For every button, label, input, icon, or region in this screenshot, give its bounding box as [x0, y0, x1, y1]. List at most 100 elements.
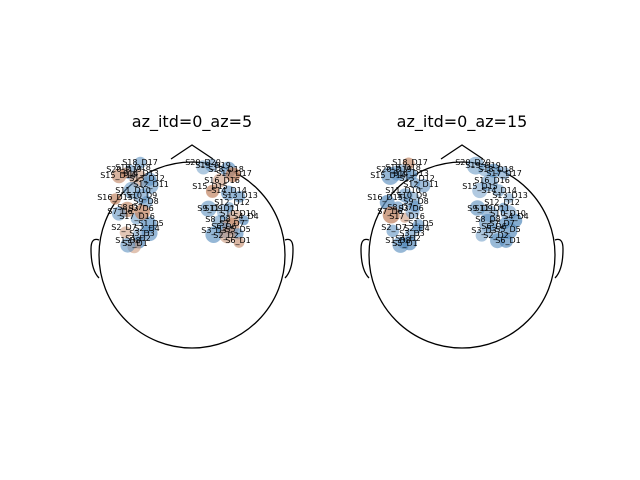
channel-label: S3_D3: [129, 229, 154, 238]
panel-2-right-sensor-field: [466, 156, 523, 249]
panel-1-left-channel-labels: S18_D17S19_D18S20_D19S15_D14S14_D13S13_D…: [97, 158, 169, 248]
channel-label: S17_D16: [119, 212, 155, 221]
panel-2-left-sensor-field: [379, 157, 431, 253]
channel-label: S9_D8: [403, 197, 428, 206]
channel-label: S2_D4: [404, 224, 429, 233]
channel-label: S15_D14: [100, 171, 136, 180]
channel-label: S13_D12: [399, 174, 435, 183]
panel-2-head-outline: [360, 144, 564, 349]
channel-label: S17_D17: [216, 169, 252, 178]
channel-label: S13_D13: [222, 191, 258, 200]
panel-1: az_itd=0_az=5 S18_D17S19_D18S20_D19S15_D…: [90, 112, 294, 349]
sensor-patch: [109, 193, 121, 205]
panel-2-left-channel-labels: S18_D17S19_D18S20_D19S15_D14S14_D13S13_D…: [367, 158, 439, 248]
channel-label: S3_D6: [128, 204, 153, 213]
panel-1-left-sensor-field: [109, 156, 159, 254]
channel-label: S19_D18: [115, 163, 151, 172]
sensor-patch: [238, 215, 249, 226]
channel-label: S5_D1: [122, 239, 147, 248]
channel-label: S9_D8: [133, 197, 158, 206]
channel-label: S18_D18: [478, 165, 514, 174]
sensor-patch: [205, 184, 220, 198]
sensor-patch: [472, 182, 488, 199]
sensor-patch: [233, 237, 245, 248]
channel-label: S12_D11: [403, 180, 439, 189]
sensor-patch: [120, 237, 136, 253]
channel-label: S8_D8: [205, 215, 230, 224]
channel-label: S20_D19: [106, 165, 142, 174]
channel-label: S4_D2: [395, 234, 420, 243]
channel-label: S8_D7: [117, 203, 142, 212]
sensor-patch: [212, 173, 227, 188]
channel-label: S2_D7: [381, 223, 406, 232]
sensor-patch: [466, 156, 485, 175]
channel-label: S5_D1: [392, 239, 417, 248]
channel-label: S7_D6: [107, 207, 132, 216]
sensor-patch: [232, 228, 244, 240]
sensor-patch: [204, 158, 219, 172]
channel-label: S15_D14: [370, 171, 406, 180]
channel-label: S13_D13: [492, 191, 528, 200]
channel-label: S5_D5: [225, 225, 250, 234]
sensor-patch: [499, 234, 514, 248]
channel-label: S1_D5: [138, 219, 163, 228]
channel-label: S18_D17: [122, 158, 158, 167]
panel-1-right-channel-labels: S20_D20S19_D19S18_D18S17_D17S16_D16S15_D…: [185, 158, 259, 245]
channel-label: S2_D2: [483, 231, 508, 240]
channel-label: S4_D2: [125, 234, 150, 243]
sensor-patch: [200, 200, 217, 217]
channel-label: S14_D14: [481, 186, 517, 195]
channel-label: S8_D7: [387, 203, 412, 212]
channel-label: S11_D10: [385, 186, 421, 195]
channel-label: S3_D3: [471, 226, 496, 235]
channel-label: S6_D1: [495, 236, 520, 245]
channel-label: S14_D13: [393, 169, 429, 178]
channel-label: S9_D9: [467, 204, 492, 213]
channel-label: S2_D4: [134, 224, 159, 233]
channel-label: S20_D19: [376, 165, 412, 174]
sensor-patch: [205, 226, 222, 243]
channel-label: S12_D12: [214, 198, 250, 207]
channel-label: S13_D12: [129, 174, 165, 183]
sensor-patch: [221, 185, 236, 201]
sensor-patch: [134, 204, 150, 220]
channel-label: S9_D9: [197, 204, 222, 213]
channel-label: S11_D11: [204, 204, 240, 213]
channel-label: S17_D16: [389, 212, 425, 221]
channel-label: S15_D15: [192, 182, 228, 191]
channel-label: S16_D16: [474, 176, 510, 185]
channel-label: S4_D4: [233, 212, 258, 221]
channel-label: S7_D6: [377, 207, 402, 216]
sensor-patch: [134, 156, 147, 169]
sensor-patch: [111, 168, 127, 184]
sensor-patch: [496, 166, 511, 180]
channel-label: S1_D8: [385, 236, 410, 245]
sensor-patch: [223, 202, 235, 213]
channel-label: S12_D11: [133, 180, 169, 189]
channel-label: S16_D15: [97, 193, 133, 202]
channel-label: S20_D20: [185, 158, 221, 167]
sensor-patch: [379, 194, 395, 210]
channel-label: S5_D5: [495, 225, 520, 234]
sensor-patch: [416, 178, 431, 193]
channel-label: S8_D8: [475, 215, 500, 224]
channel-label: S19_D18: [385, 163, 421, 172]
sensor-patch: [381, 166, 400, 185]
channel-label: S14_D14: [211, 186, 247, 195]
channel-label: S11_D10: [115, 186, 151, 195]
channel-label: S16_D15: [367, 193, 403, 202]
sensor-patch: [475, 229, 488, 242]
channel-label: S6_D6: [481, 222, 506, 231]
sensor-patch: [140, 176, 159, 194]
sensor-patch: [382, 206, 400, 224]
sensor-patch: [392, 236, 409, 253]
sensor-patch: [402, 157, 415, 170]
channel-label: S6_D1: [225, 236, 250, 245]
channel-label: S1_D5: [408, 219, 433, 228]
channel-label: S10_D9: [127, 191, 158, 200]
channel-label: S7_D7: [219, 219, 244, 228]
channel-label: S3_D3: [399, 229, 424, 238]
channel-label: S12_D12: [484, 198, 520, 207]
sensor-patch: [233, 190, 246, 203]
channel-label: S20_D20: [455, 158, 491, 167]
